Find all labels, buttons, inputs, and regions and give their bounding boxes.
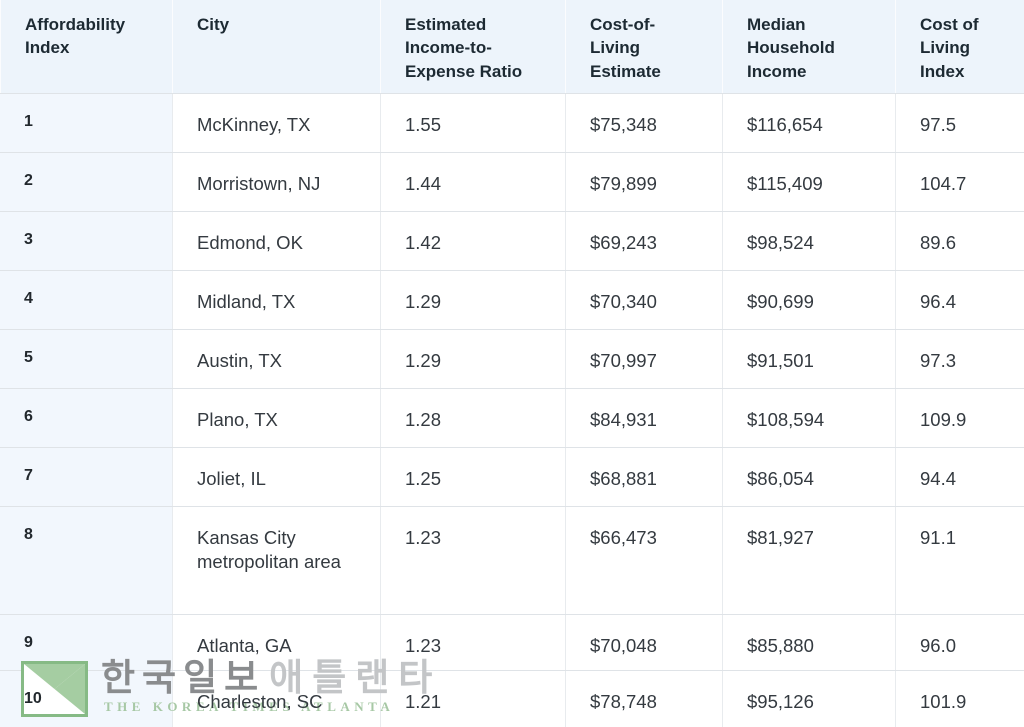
city-text: Morristown, NJ	[197, 173, 321, 194]
col-index-cell: 89.6	[895, 212, 1024, 270]
median-income-cell: $91,501	[722, 330, 895, 388]
col-estimate-cell: $79,899	[565, 153, 722, 211]
city-cell: Austin, TX	[172, 330, 380, 388]
rank-cell: 3	[0, 212, 172, 270]
median-income-cell: $90,699	[722, 271, 895, 329]
table-row: 2 Morristown, NJ 1.44 $79,899 $115,409 1…	[0, 152, 1024, 211]
city-text: Austin, TX	[197, 350, 283, 371]
rank-cell: 8	[0, 507, 172, 614]
col-index-cell: 109.9	[895, 389, 1024, 447]
city-cell: Plano, TX	[172, 389, 380, 447]
rank-cell: 9	[0, 615, 172, 670]
koreatimes-logo-icon	[21, 661, 88, 717]
median-income-cell: $116,654	[722, 94, 895, 152]
ratio-cell: 1.29	[380, 330, 565, 388]
table-row: 6 Plano, TX 1.28 $84,931 $108,594 109.9	[0, 388, 1024, 447]
column-header-cost-of-living-index: Cost of Living Index	[895, 0, 1024, 93]
city-text: Midland, TX	[197, 291, 296, 312]
col-estimate-cell: $75,348	[565, 94, 722, 152]
ratio-cell: 1.55	[380, 94, 565, 152]
ratio-cell: 1.44	[380, 153, 565, 211]
city-cell: Midland, TX	[172, 271, 380, 329]
watermark-korean-wordmark: 한국일보 애틀랜타	[101, 659, 441, 696]
watermark: 한국일보 애틀랜타	[21, 659, 441, 717]
table-row: 9 Atlanta, GA 1.23 $70,048 $85,880 96.0	[0, 614, 1024, 670]
ratio-cell: 1.25	[380, 448, 565, 506]
median-income-cell: $81,927	[722, 507, 895, 614]
city-text: Atlanta, GA	[197, 635, 292, 656]
table-row: 4 Midland, TX 1.29 $70,340 $90,699 96.4	[0, 270, 1024, 329]
rank-cell: 2	[0, 153, 172, 211]
col-estimate-cell: $70,340	[565, 271, 722, 329]
city-cell: Joliet, IL	[172, 448, 380, 506]
column-header-income-expense-ratio: Estimated Income-to- Expense Ratio	[380, 0, 565, 93]
watermark-english-title: THE KOREA TIMES ATLANTA	[104, 699, 395, 714]
watermark-korean-region: 애틀랜타	[269, 657, 442, 698]
col-estimate-cell: $69,243	[565, 212, 722, 270]
col-index-cell: 96.0	[895, 615, 1024, 670]
rank-text: 10	[24, 690, 42, 707]
rank-cell: 1	[0, 94, 172, 152]
watermark-korean-name: 한국일보	[101, 657, 266, 698]
city-cell: Atlanta, GA	[172, 615, 380, 670]
median-income-cell: $108,594	[722, 389, 895, 447]
city-cell: Edmond, OK	[172, 212, 380, 270]
ratio-cell: 1.21	[380, 671, 565, 727]
table-header-row: Affordability Index City Estimated Incom…	[0, 0, 1024, 93]
col-index-cell: 97.3	[895, 330, 1024, 388]
table-row: 7 Joliet, IL 1.25 $68,881 $86,054 94.4	[0, 447, 1024, 506]
city-text: Edmond, OK	[197, 232, 303, 253]
col-estimate-cell: $84,931	[565, 389, 722, 447]
ratio-cell: 1.42	[380, 212, 565, 270]
rank-cell: 7	[0, 448, 172, 506]
column-header-median-household-income: Median Household Income	[722, 0, 895, 93]
ratio-cell: 1.23	[380, 615, 565, 670]
city-cell: Kansas City metropolitan area	[172, 507, 380, 614]
city-text: Plano, TX	[197, 409, 278, 430]
col-index-cell: 101.9	[895, 671, 1024, 727]
city-text: Kansas City metropolitan area	[197, 527, 341, 573]
col-estimate-cell: $70,997	[565, 330, 722, 388]
ratio-cell: 1.29	[380, 271, 565, 329]
col-index-cell: 94.4	[895, 448, 1024, 506]
median-income-cell: $115,409	[722, 153, 895, 211]
city-text: Charleston, SC	[197, 691, 323, 712]
median-income-cell: $98,524	[722, 212, 895, 270]
col-estimate-cell: $78,748	[565, 671, 722, 727]
col-index-cell: 96.4	[895, 271, 1024, 329]
col-index-cell: 97.5	[895, 94, 1024, 152]
column-header-city: City	[172, 0, 380, 93]
city-cell: McKinney, TX	[172, 94, 380, 152]
col-estimate-cell: $68,881	[565, 448, 722, 506]
city-text: McKinney, TX	[197, 114, 311, 135]
city-cell: Charleston, SC	[172, 671, 380, 727]
col-index-cell: 91.1	[895, 507, 1024, 614]
col-estimate-cell: $70,048	[565, 615, 722, 670]
table-row: 8 Kansas City metropolitan area 1.23 $66…	[0, 506, 1024, 614]
city-cell: Morristown, NJ	[172, 153, 380, 211]
column-header-cost-of-living-estimate: Cost-of- Living Estimate	[565, 0, 722, 93]
rank-cell: 6	[0, 389, 172, 447]
city-text: Joliet, IL	[197, 468, 266, 489]
col-estimate-cell: $66,473	[565, 507, 722, 614]
ratio-cell: 1.23	[380, 507, 565, 614]
table-row: 5 Austin, TX 1.29 $70,997 $91,501 97.3	[0, 329, 1024, 388]
ratio-cell: 1.28	[380, 389, 565, 447]
column-header-affordability-index: Affordability Index	[0, 0, 172, 93]
rank-cell: 5	[0, 330, 172, 388]
table-row: 3 Edmond, OK 1.42 $69,243 $98,524 89.6	[0, 211, 1024, 270]
median-income-cell: $86,054	[722, 448, 895, 506]
col-index-cell: 104.7	[895, 153, 1024, 211]
rank-cell: 4	[0, 271, 172, 329]
median-income-cell: $95,126	[722, 671, 895, 727]
median-income-cell: $85,880	[722, 615, 895, 670]
table-row: 1 McKinney, TX 1.55 $75,348 $116,654 97.…	[0, 93, 1024, 152]
